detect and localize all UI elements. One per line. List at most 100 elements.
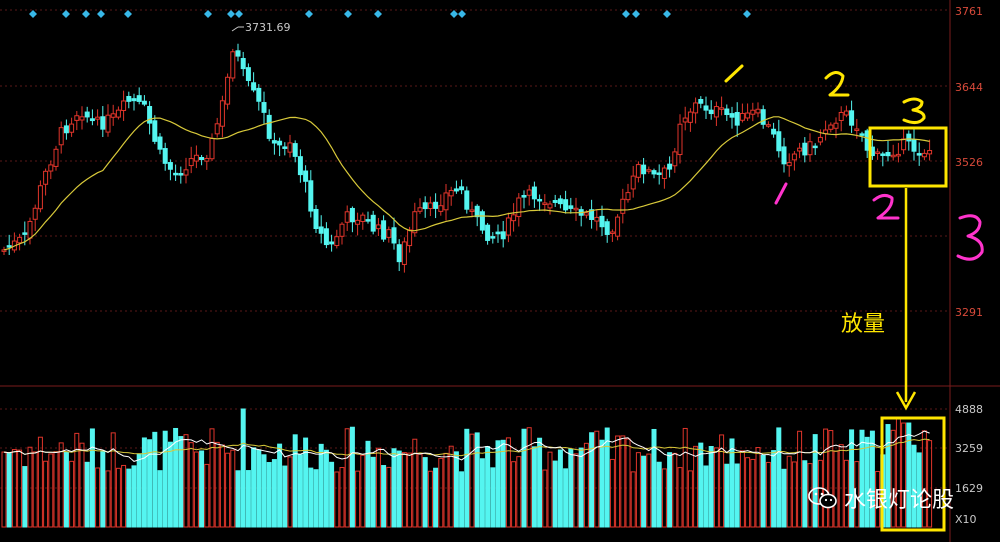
candle-body [921, 152, 927, 158]
volume-bar [230, 449, 236, 528]
event-diamond [29, 10, 37, 18]
volume-bar [739, 450, 745, 528]
candle-body [542, 202, 548, 205]
candle-body [193, 154, 199, 162]
candle-body [620, 198, 626, 214]
candle-body [719, 107, 725, 110]
event-diamond [204, 10, 212, 18]
volume-bar [58, 442, 64, 528]
candle-body [791, 153, 797, 161]
candle-body [443, 192, 449, 211]
volume-bar [812, 434, 818, 528]
volume-bar [303, 437, 309, 528]
candle-body [89, 118, 95, 122]
candle-body [797, 147, 803, 152]
candle-body [173, 172, 179, 176]
candle-body [17, 236, 23, 244]
volume-bar [1, 451, 7, 528]
volume-bar [121, 464, 127, 528]
volume-bar [823, 428, 829, 528]
volume-bar [329, 461, 335, 528]
volume-bar [225, 452, 231, 528]
volume-bar [459, 471, 465, 528]
candle-body [27, 220, 33, 239]
watermark-text: 水银灯论股 [844, 488, 955, 513]
volume-bar [687, 470, 693, 528]
volume-bar [807, 463, 813, 528]
candle-body [859, 133, 865, 136]
volume-bar [750, 458, 756, 528]
volume-bar [427, 470, 433, 528]
candle-body [563, 199, 569, 211]
candle-body [880, 153, 886, 156]
candle-body [147, 106, 153, 124]
candle-body [245, 67, 251, 81]
volume-bar [287, 456, 293, 528]
volume-bar [791, 461, 797, 528]
yellow-mark-1 [724, 64, 744, 83]
volume-bar [516, 456, 522, 528]
volume-bar [110, 432, 116, 528]
event-diamond [374, 10, 382, 18]
volume-bar [126, 468, 132, 528]
candle-body [724, 108, 730, 116]
volume-bar [625, 438, 631, 528]
volume-bar [677, 467, 683, 528]
candle-body [511, 214, 517, 222]
volume-bar [604, 427, 610, 528]
candle-body [69, 123, 75, 133]
candle-body [386, 229, 392, 238]
volume-bar [334, 471, 340, 528]
candle-body [53, 148, 59, 167]
candle-body [126, 95, 132, 102]
volume-bar [308, 467, 314, 528]
volume-bar [713, 447, 719, 528]
volume-bar [443, 452, 449, 528]
volume-bar [204, 463, 210, 528]
candle-body [901, 138, 907, 151]
candle-body [734, 112, 740, 126]
candle-body [407, 229, 413, 247]
candle-body [521, 195, 527, 198]
candle-body [464, 190, 470, 210]
volume-bar [323, 449, 329, 528]
candle-body [672, 151, 678, 167]
volume-bar [313, 469, 319, 528]
candle-body [6, 245, 12, 248]
candle-body [318, 226, 324, 234]
candle-body [323, 228, 329, 246]
volume-bar [656, 461, 662, 528]
candle-body [131, 98, 137, 102]
candle-body [344, 211, 350, 223]
volume-bar [167, 441, 173, 528]
event-diamond [632, 10, 640, 18]
candle-body [687, 111, 693, 123]
candle-body [370, 214, 376, 232]
candle-body [152, 120, 158, 142]
volume-bar [188, 442, 194, 528]
candle-body [37, 185, 43, 210]
volume-bar [682, 427, 688, 528]
candle-body [495, 231, 501, 235]
volume-bar [864, 436, 870, 528]
candle-body [79, 116, 85, 121]
candle-body [74, 115, 80, 121]
candle-body [58, 127, 64, 146]
volume-bar [557, 449, 563, 528]
candle-body [297, 156, 303, 176]
volume-bar [765, 461, 771, 528]
volume-bar [490, 467, 496, 528]
volume-bar [661, 468, 667, 528]
candle-body [635, 164, 641, 178]
candle-body [479, 211, 485, 231]
volume-bar [386, 466, 392, 528]
volume-tick-label: 1629 [955, 482, 983, 495]
candle-body [375, 224, 381, 230]
volume-bar [521, 428, 527, 528]
volume-bar [620, 435, 626, 528]
candle-body [178, 173, 184, 176]
volume-bar-series [1, 408, 933, 528]
candle-body [708, 109, 714, 115]
candle-body [84, 111, 90, 118]
